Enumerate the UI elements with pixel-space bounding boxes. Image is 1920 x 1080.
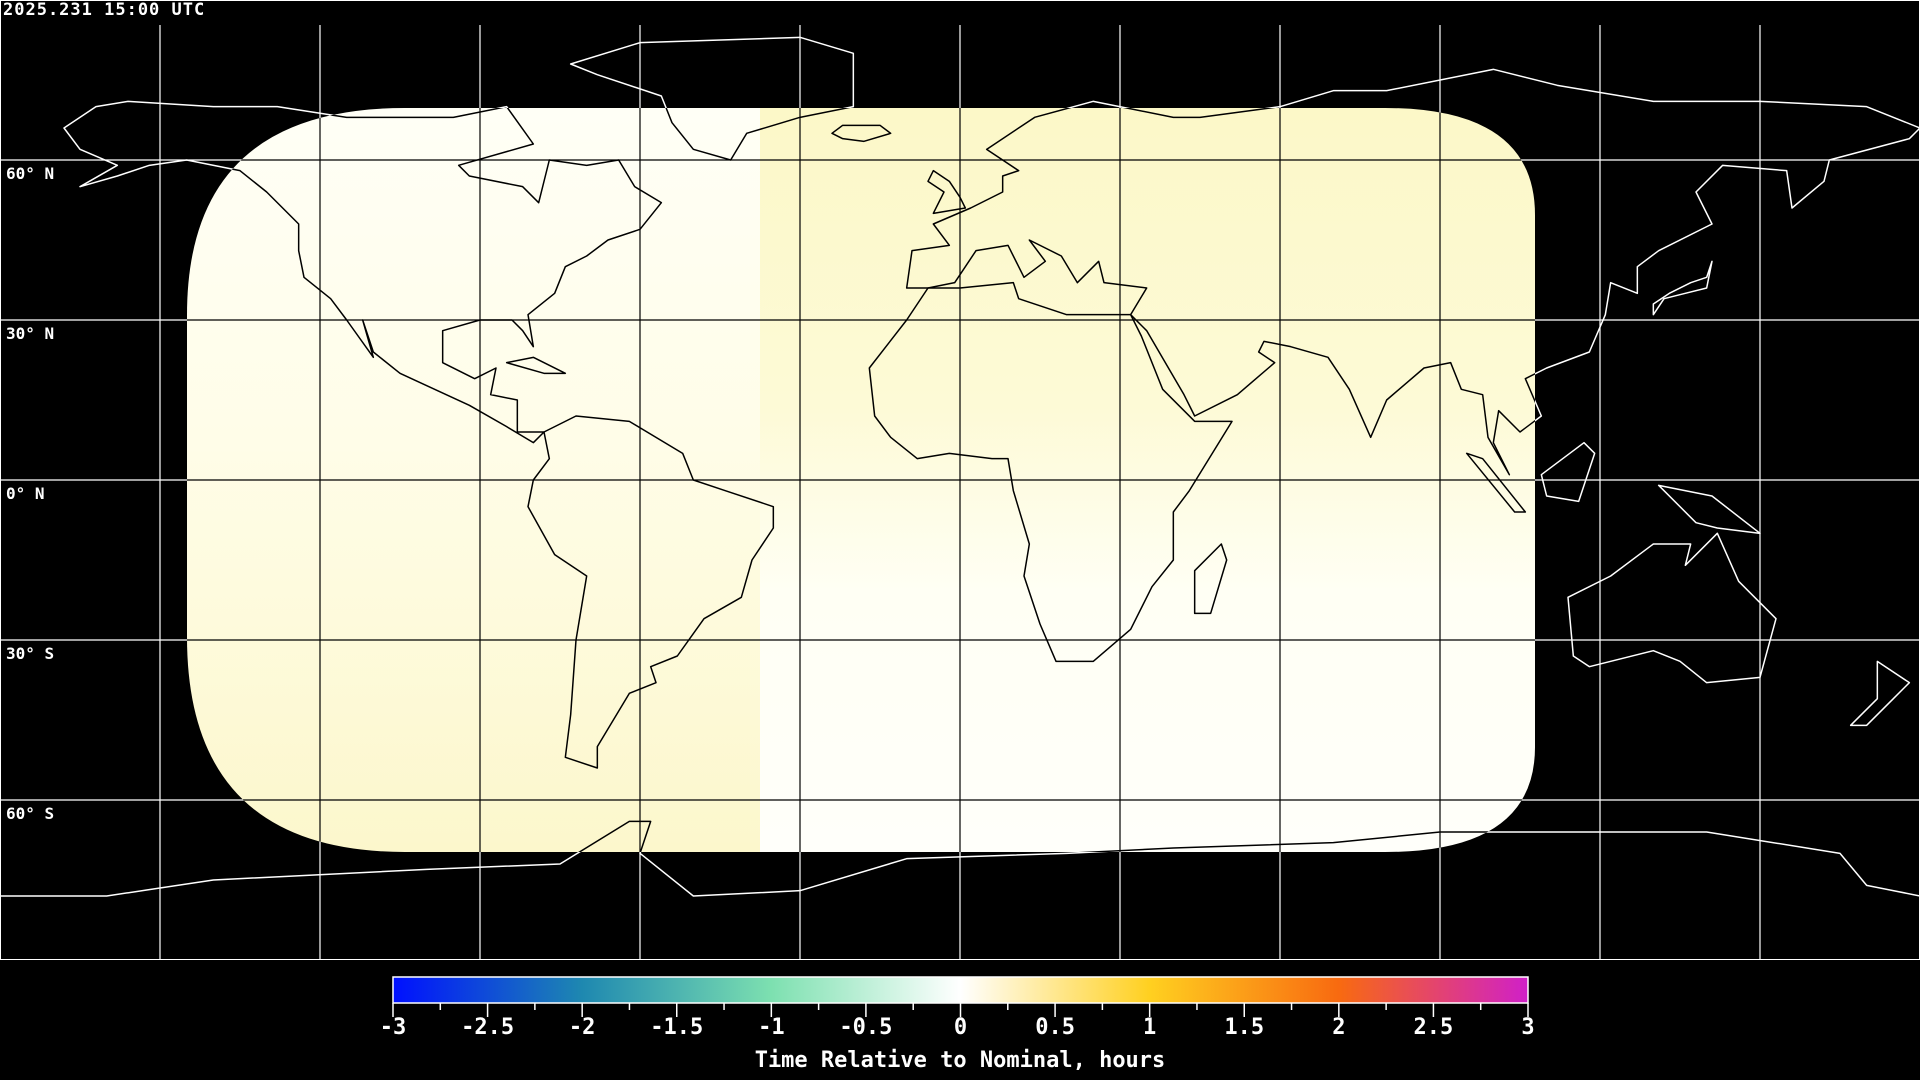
- colorbar: [392, 976, 1529, 1017]
- coastline-borneo: [1541, 443, 1594, 502]
- coastline-cuba: [505, 356, 567, 375]
- coastline-antarctica: [0, 820, 1920, 897]
- coastline-australia: [1567, 532, 1777, 684]
- lat-label-60s: 60° S: [6, 804, 55, 823]
- coastline-madagascar: [1193, 543, 1228, 615]
- colorbar-tick-label: -0.5: [839, 1015, 893, 1040]
- lat-label-30n: 30° N: [6, 324, 55, 343]
- coastline-new-guinea: [1657, 484, 1761, 535]
- coastline-greenland: [569, 108, 855, 161]
- coastline-eurasia: [905, 108, 1535, 476]
- colorbar-tick-label: 2: [1332, 1015, 1346, 1040]
- colorbar-tick-label: 0: [953, 1015, 968, 1040]
- coastline-japan: [1652, 260, 1713, 316]
- colorbar-tick-label: 1: [1143, 1015, 1157, 1040]
- coastline-iceland: [831, 124, 892, 143]
- map-coverage-layer: [187, 108, 1776, 852]
- colorbar-tick-label: -1: [758, 1015, 785, 1040]
- timestamp: 2025.231 15:00 UTC: [3, 0, 206, 20]
- world-map: [0, 0, 1920, 960]
- coastline-north-america: [187, 108, 663, 444]
- colorbar-tick-label: 1.5: [1224, 1015, 1265, 1040]
- colorbar-tick-label: 0.5: [1035, 1015, 1075, 1040]
- colorbar-tick-label: -2.5: [461, 1015, 515, 1040]
- coastline-borneo: [1540, 441, 1596, 503]
- lat-label-30s: 30° S: [6, 644, 55, 663]
- colorbar-tick-label: 3: [1521, 1015, 1535, 1040]
- colorbar-tick-label: 2.5: [1413, 1015, 1454, 1040]
- colorbar-tick-label: -1.5: [650, 1015, 704, 1040]
- lat-label-0n: 0° N: [6, 484, 45, 503]
- coastline-sumatra: [1465, 452, 1527, 513]
- coastline-japan: [1653, 261, 1712, 314]
- colorbar-tick-label: -2: [568, 1015, 596, 1040]
- coastline-africa: [868, 281, 1233, 663]
- colorbar-title: Time Relative to Nominal, hours: [754, 1048, 1166, 1073]
- colorbar-gradient: [392, 976, 1529, 1004]
- coastline-great-britain: [927, 169, 967, 215]
- lat-label-60n: 60° N: [6, 164, 55, 183]
- colorbar-tick-label: -3: [379, 1015, 407, 1040]
- coastline-new-zealand: [1849, 660, 1911, 727]
- coastline-australia: [1568, 533, 1776, 682]
- coastline-south-america: [527, 415, 775, 769]
